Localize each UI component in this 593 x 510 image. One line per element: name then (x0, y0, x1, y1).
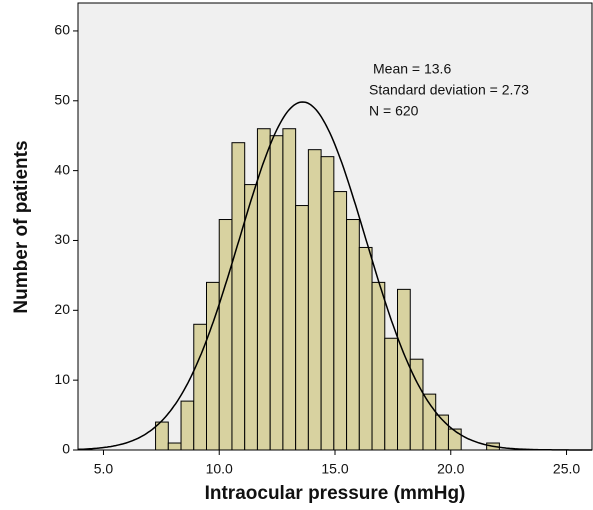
x-tick-label: 15.0 (321, 461, 348, 477)
bar (269, 135, 284, 451)
y-tick-label: 0 (62, 441, 70, 457)
y-tick-label: 60 (54, 22, 70, 38)
bar (358, 246, 373, 451)
annotation: Mean = 13.6 (373, 61, 451, 77)
annotation: N = 620 (369, 103, 419, 119)
bar (333, 191, 348, 451)
y-tick-label: 10 (54, 371, 70, 387)
bar (193, 323, 207, 451)
bar (320, 156, 335, 451)
bar (244, 184, 258, 451)
x-tick-label: 5.0 (94, 461, 114, 477)
bar (218, 219, 233, 451)
bar (155, 421, 169, 451)
y-tick-label: 50 (54, 91, 70, 107)
bar (397, 288, 411, 451)
bar (282, 128, 297, 451)
bar (447, 428, 462, 451)
bar (180, 400, 195, 451)
bar (295, 205, 309, 451)
bar (206, 281, 220, 451)
bar (384, 337, 399, 451)
bar (346, 219, 360, 451)
normal-curve (77, 101, 592, 451)
bar (371, 281, 386, 451)
y-axis-title: Number of patients (11, 140, 32, 313)
y-tick-label: 20 (54, 301, 70, 317)
x-axis-title: Intraocular pressure (mmHg) (205, 483, 466, 504)
x-tick-label: 20.0 (437, 461, 464, 477)
y-tick-label: 30 (54, 231, 70, 247)
y-tick-label: 40 (54, 161, 70, 177)
bar (167, 442, 182, 451)
annotation: Standard deviation = 2.73 (369, 82, 529, 98)
bar (231, 142, 246, 451)
x-tick-label: 25.0 (553, 461, 580, 477)
bar (307, 149, 322, 451)
x-tick-label: 10.0 (206, 461, 233, 477)
